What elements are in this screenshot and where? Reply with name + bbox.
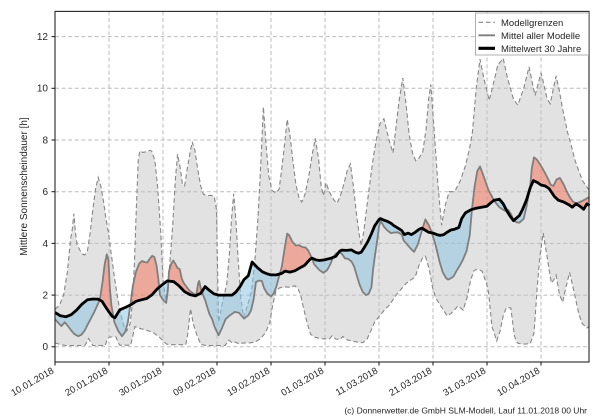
svg-text:10: 10 bbox=[37, 84, 49, 95]
svg-text:12: 12 bbox=[37, 32, 49, 43]
svg-text:0: 0 bbox=[42, 342, 48, 353]
svg-text:Modellgrenzen: Modellgrenzen bbox=[501, 18, 563, 29]
svg-text:2: 2 bbox=[42, 291, 48, 302]
svg-text:(c) Donnerwetter.de GmbH SLM-M: (c) Donnerwetter.de GmbH SLM-Modell, Lau… bbox=[344, 406, 587, 416]
svg-text:8: 8 bbox=[42, 135, 48, 146]
svg-text:Mittlere Sonnenscheindauer [h]: Mittlere Sonnenscheindauer [h] bbox=[19, 117, 30, 256]
svg-text:4: 4 bbox=[42, 239, 48, 250]
svg-text:Mittel aller Modelle: Mittel aller Modelle bbox=[501, 31, 580, 42]
svg-text:6: 6 bbox=[42, 187, 48, 198]
svg-text:Mittelwert 30 Jahre: Mittelwert 30 Jahre bbox=[501, 44, 581, 55]
